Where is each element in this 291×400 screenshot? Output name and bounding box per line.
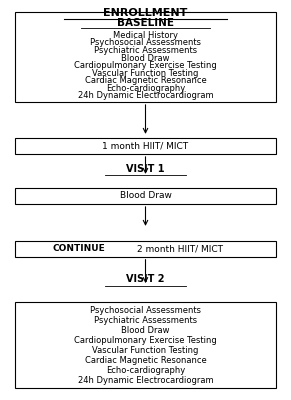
Text: Vascular Function Testing: Vascular Function Testing [92, 346, 199, 355]
Text: Blood Draw: Blood Draw [121, 54, 170, 62]
Text: Psychosocial Assessments: Psychosocial Assessments [90, 38, 201, 48]
FancyBboxPatch shape [15, 12, 276, 102]
FancyBboxPatch shape [15, 188, 276, 204]
Text: Echo-cardiography: Echo-cardiography [106, 366, 185, 375]
FancyBboxPatch shape [15, 241, 276, 257]
Text: Psychiatric Assessments: Psychiatric Assessments [94, 316, 197, 326]
FancyBboxPatch shape [15, 138, 276, 154]
Text: ENROLLMENT: ENROLLMENT [103, 8, 188, 18]
Text: Blood Draw: Blood Draw [120, 192, 171, 200]
Text: Cardiopulmonary Exercise Testing: Cardiopulmonary Exercise Testing [74, 336, 217, 345]
Text: 1 month HIIT/ MICT: 1 month HIIT/ MICT [102, 142, 189, 150]
Text: 24h Dynamic Electrocardiogram: 24h Dynamic Electrocardiogram [78, 376, 213, 385]
Text: Cardiac Magnetic Resonance: Cardiac Magnetic Resonance [85, 76, 206, 85]
Text: Cardiac Magnetic Resonance: Cardiac Magnetic Resonance [85, 356, 206, 365]
Text: CONTINUE: CONTINUE [52, 244, 105, 253]
Text: Vascular Function Testing: Vascular Function Testing [92, 69, 199, 78]
Text: Blood Draw: Blood Draw [121, 326, 170, 335]
Text: 2 month HIIT/ MICT: 2 month HIIT/ MICT [137, 244, 223, 253]
Text: Medical History: Medical History [113, 31, 178, 40]
Text: 24h Dynamic Electrocardiogram: 24h Dynamic Electrocardiogram [78, 91, 213, 100]
Text: VISIT 1: VISIT 1 [126, 164, 165, 174]
Text: VISIT 2: VISIT 2 [126, 274, 165, 284]
Text: BASELINE: BASELINE [117, 18, 174, 28]
Text: Cardiopulmonary Exercise Testing: Cardiopulmonary Exercise Testing [74, 61, 217, 70]
Text: Psychosocial Assessments: Psychosocial Assessments [90, 306, 201, 316]
Text: Psychiatric Assessments: Psychiatric Assessments [94, 46, 197, 55]
FancyBboxPatch shape [15, 302, 276, 388]
Text: Echo-cardiography: Echo-cardiography [106, 84, 185, 93]
